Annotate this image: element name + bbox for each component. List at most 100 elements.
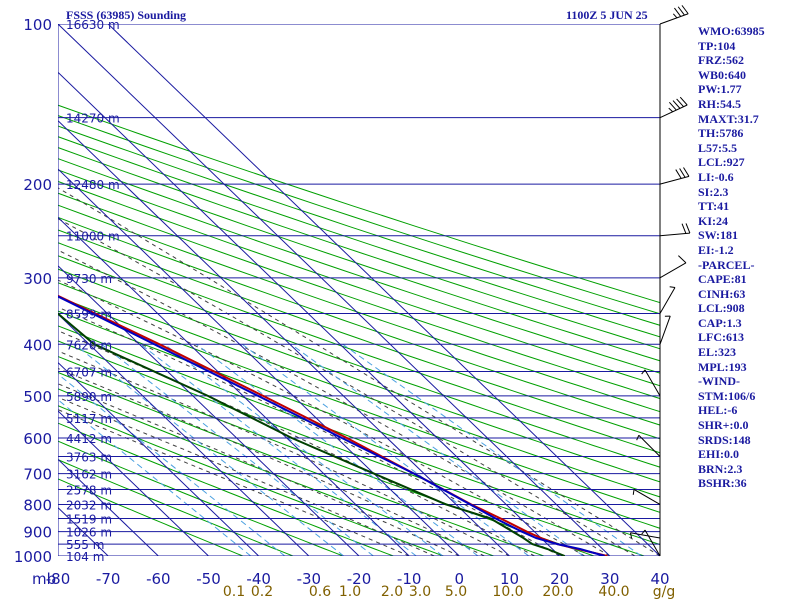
height-label: 5890 m — [66, 390, 112, 404]
mixing-ratio-label: 40.0 — [598, 584, 629, 600]
height-label: 555 m — [66, 538, 104, 552]
profile-layer — [58, 294, 608, 556]
wind-barb — [659, 167, 690, 185]
height-label: 5117 m — [66, 412, 112, 426]
index-item: LCL:908 — [698, 301, 745, 316]
dry-adiabat — [58, 216, 660, 426]
dry-adiabat — [58, 229, 660, 440]
height-label: 4412 m — [66, 432, 112, 446]
height-label: 2578 m — [66, 484, 112, 498]
dry-adiabat — [58, 115, 660, 315]
wind-barb-flag — [685, 223, 691, 234]
dry-adiabat — [58, 158, 660, 362]
wind-barb-half-flag — [632, 489, 635, 495]
isotherm — [107, 24, 660, 556]
wind-barb-shaft — [659, 175, 690, 185]
mixing-ratio-label: 10.0 — [492, 584, 523, 600]
wind-barb-flag — [672, 100, 681, 109]
wind-barb-flag — [677, 6, 685, 16]
mixing-ratio-label: 5.0 — [445, 584, 467, 600]
wind-barb-half-flag — [672, 13, 678, 19]
index-item: CAPE:81 — [698, 272, 747, 287]
wind-barb-shaft — [659, 13, 689, 25]
pressure-tick-label: 800 — [23, 496, 52, 514]
temperature-tick-label: -20 — [347, 570, 372, 588]
dry-adiabat — [58, 282, 660, 498]
wind-barb-flag — [681, 5, 689, 15]
wind-barb-flag — [679, 168, 686, 178]
index-item: TP:104 — [698, 38, 736, 53]
wind-barb-shaft — [659, 104, 688, 119]
wind-barb-flag — [683, 167, 690, 177]
wind-barb — [632, 489, 661, 505]
wind-barb — [636, 434, 661, 457]
pressure-tick-label: 400 — [23, 336, 52, 354]
isotherm — [58, 216, 410, 556]
wind-barb-flag — [676, 98, 684, 108]
wind-barb-shaft — [638, 434, 661, 457]
index-item: PW:1.77 — [698, 82, 742, 97]
temperature-tick-label: -50 — [196, 570, 221, 588]
mixing-ratio-label: 3.0 — [409, 584, 431, 600]
pressure-axis-label: mb — [32, 570, 56, 588]
pressure-tick-label: 100 — [23, 16, 52, 34]
height-label: 3162 m — [66, 468, 112, 482]
isotherm — [58, 361, 260, 556]
temperature-tick-label: -40 — [246, 570, 271, 588]
valid-time: 1100Z 5 JUN 25 — [566, 8, 648, 22]
index-item: SHR+:0.0 — [698, 418, 749, 433]
height-label: 16630 m — [66, 18, 120, 32]
height-label: 12480 m — [66, 178, 120, 192]
mixing-ratio-label: 20.0 — [542, 584, 573, 600]
index-item: SW:181 — [698, 228, 739, 243]
isotherm — [58, 265, 360, 556]
temperature-tick-label: -80 — [46, 570, 71, 588]
wind-barb — [641, 369, 661, 397]
index-item: LFC:613 — [698, 330, 744, 345]
index-item: MAXT:31.7 — [698, 111, 759, 126]
wind-barb-flag — [678, 255, 687, 264]
wind-barb — [641, 529, 661, 557]
wind-barb-flag — [668, 101, 677, 111]
isotherm — [58, 71, 561, 556]
height-label: 9730 m — [66, 272, 112, 286]
mixing-ratio-label: 0.6 — [309, 584, 331, 600]
height-label: 1519 m — [66, 512, 112, 526]
dry-adiabat — [58, 268, 660, 483]
pressure-tick-label: 900 — [23, 524, 52, 542]
wind-barb-shaft — [659, 287, 676, 314]
dry-adiabat — [58, 204, 660, 413]
moist-adiabat — [58, 396, 435, 556]
wind-barb — [659, 286, 676, 314]
index-item: SI:2.3 — [698, 184, 729, 199]
pressure-tick-label: 200 — [23, 176, 52, 194]
temperature-tick-label: 0 — [455, 570, 465, 588]
index-list: WMO:63985 TP:104 FRZ:562 WB0:640 PW:1.77 RH:5… — [698, 24, 765, 491]
index-item: TT:41 — [698, 199, 730, 214]
wind-barb-shaft — [630, 532, 661, 539]
dry-adiabat — [58, 125, 660, 326]
temperature-tick-label: -30 — [297, 570, 322, 588]
wind-barb — [629, 532, 661, 539]
index-item: MPL:193 — [698, 359, 747, 374]
height-label: 6707 m — [66, 366, 112, 380]
isotherm — [58, 168, 460, 556]
index-item: EI:-1.2 — [698, 242, 734, 257]
pressure-tick-label: 1000 — [14, 548, 52, 566]
pressure-tick-label: 700 — [23, 466, 52, 484]
wind-barb-shaft — [644, 369, 661, 397]
wind-barb-shaft — [659, 262, 687, 279]
temperature-tick-label: 30 — [600, 570, 619, 588]
parcel-profile — [58, 295, 606, 556]
index-item: RH:54.5 — [698, 96, 741, 111]
index-item: TH:5786 — [698, 126, 744, 141]
temperature-tick-label: -70 — [96, 570, 121, 588]
mixing-ratio-line — [342, 343, 642, 556]
index-item: HEL:-6 — [698, 403, 738, 418]
mixing-ratio-line — [196, 343, 479, 556]
mixing-ratio-line — [241, 343, 530, 556]
isotherm — [58, 313, 310, 556]
index-item: KI:24 — [698, 213, 728, 228]
